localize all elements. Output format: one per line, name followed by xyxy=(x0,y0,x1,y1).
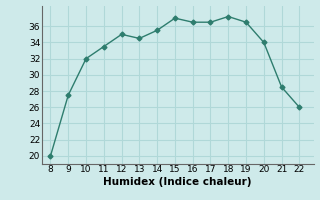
X-axis label: Humidex (Indice chaleur): Humidex (Indice chaleur) xyxy=(103,177,252,187)
